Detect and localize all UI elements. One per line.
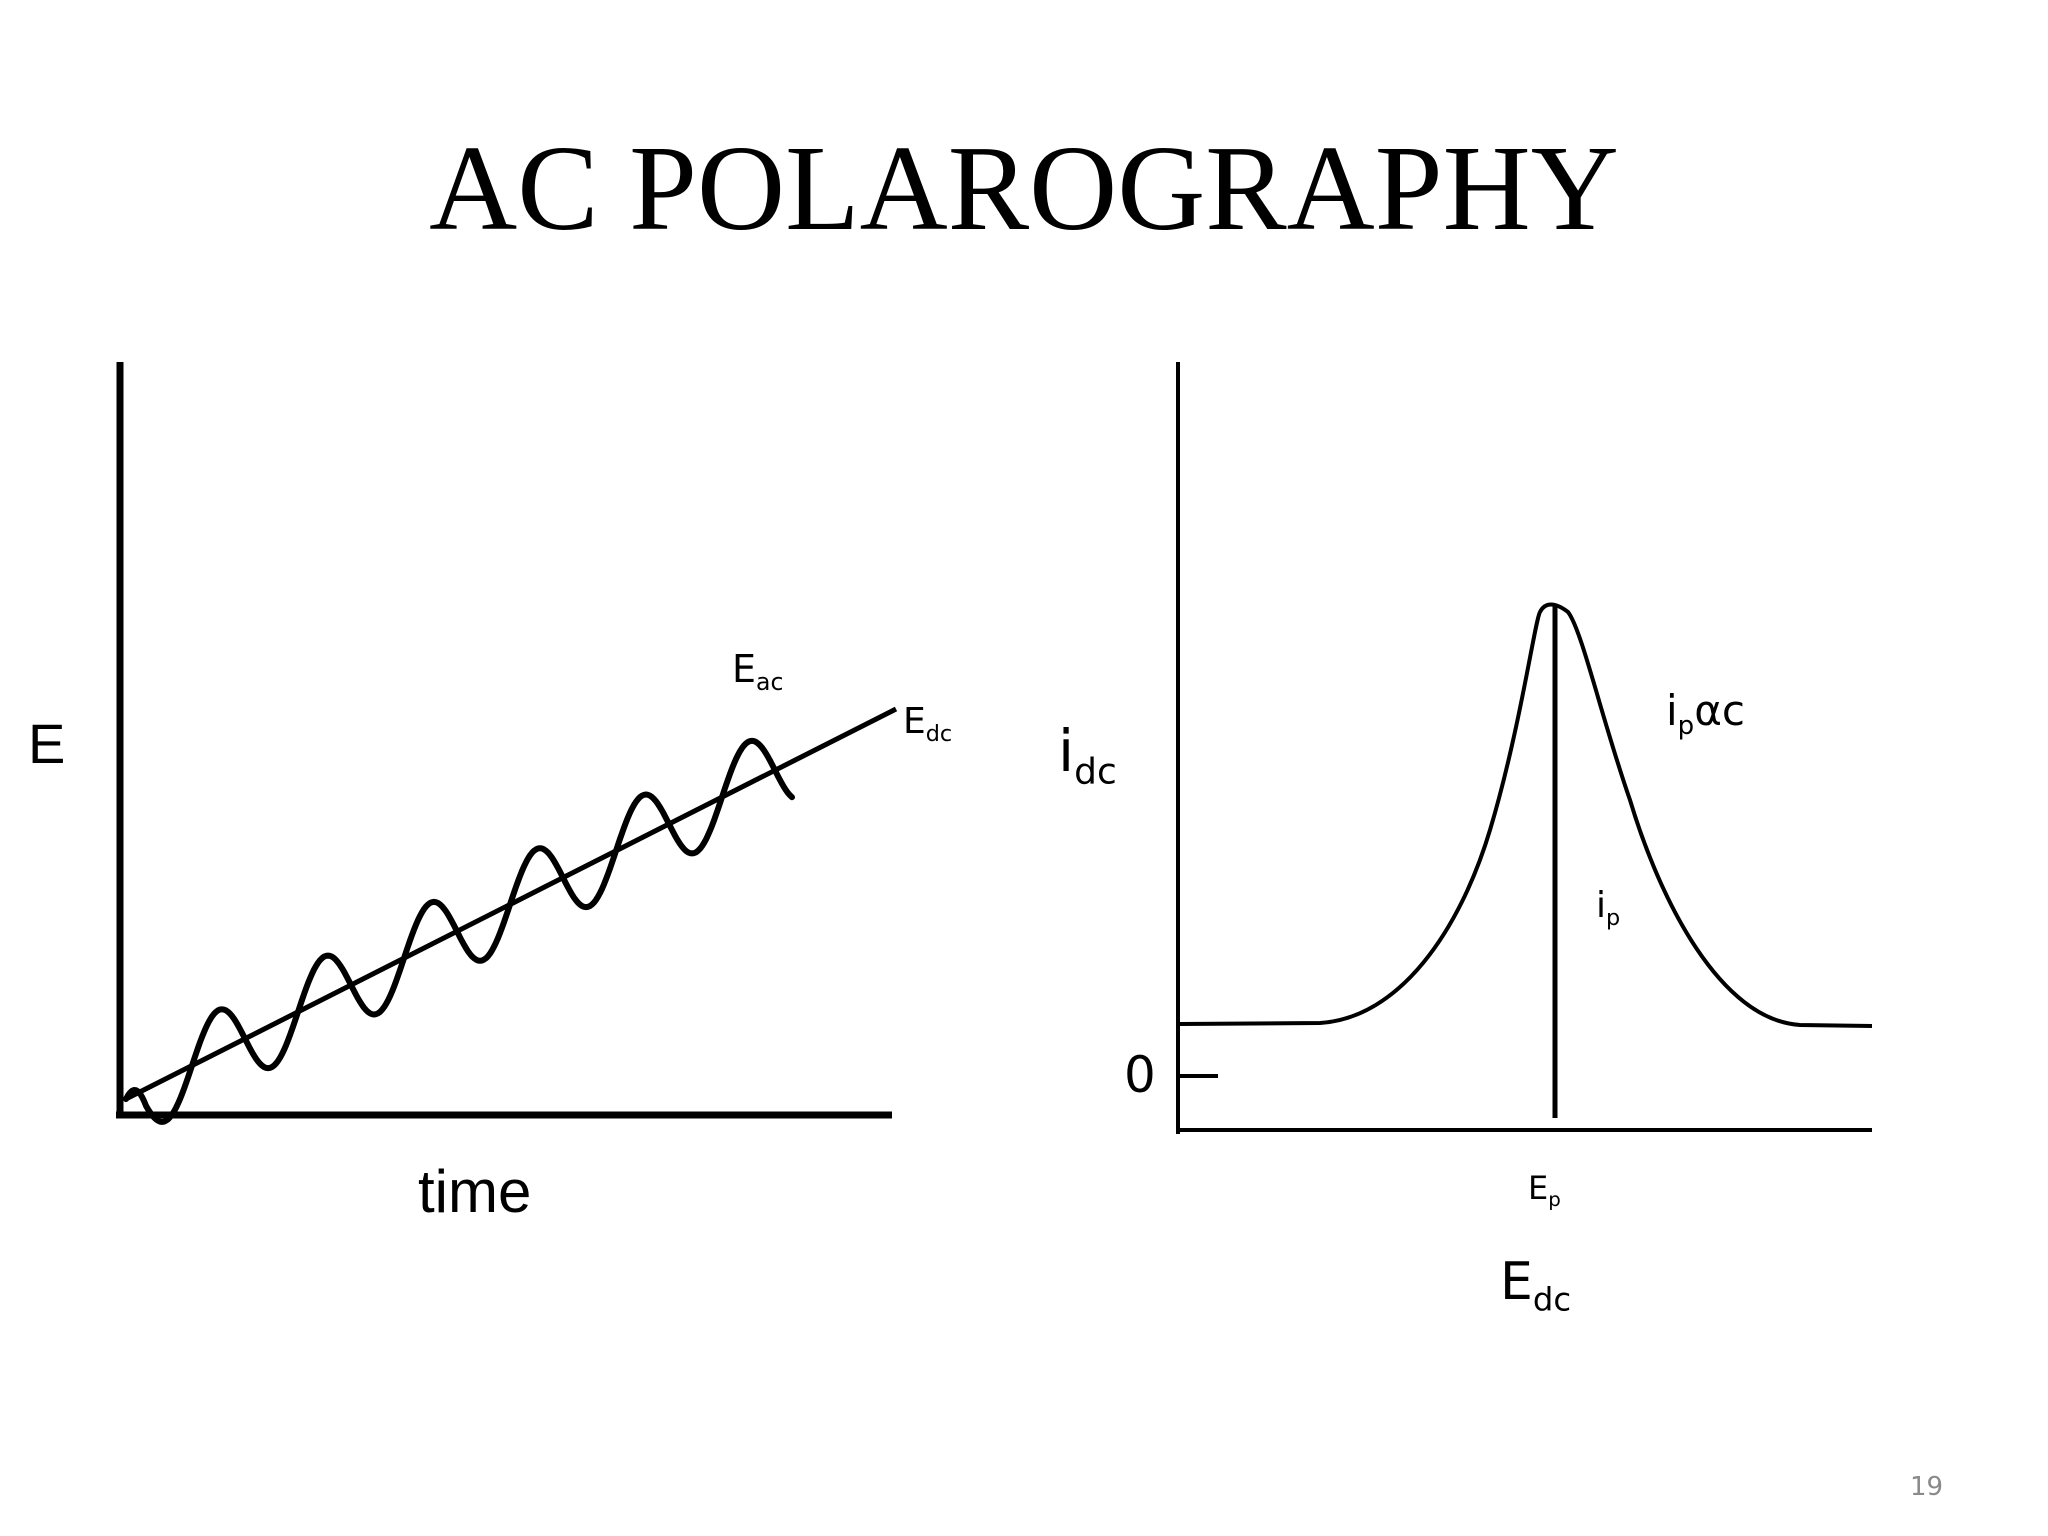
left-diagram (116, 362, 898, 1125)
page-number: 19 (1910, 1472, 1944, 1502)
dc-label: Edc (903, 701, 953, 747)
zero-label: 0 (1124, 1046, 1156, 1104)
peak-curve (1179, 602, 1873, 1028)
proportionality-label: ipαc (1666, 686, 1745, 742)
right-y-axis-label: idc (1058, 717, 1117, 793)
slide-title: AC POLAROGRAPHY (429, 121, 1619, 256)
peak-potential-label: Ep (1528, 1169, 1561, 1211)
right-diagram (1176, 362, 1873, 1134)
right-x-axis-label: Edc (1500, 1252, 1572, 1319)
left-y-axis-label: E (28, 712, 66, 775)
left-x-axis-label: time (418, 1158, 532, 1225)
ac-label: Eac (732, 647, 784, 697)
peak-current-label: ip (1596, 885, 1621, 931)
ac-wave (123, 737, 795, 1125)
